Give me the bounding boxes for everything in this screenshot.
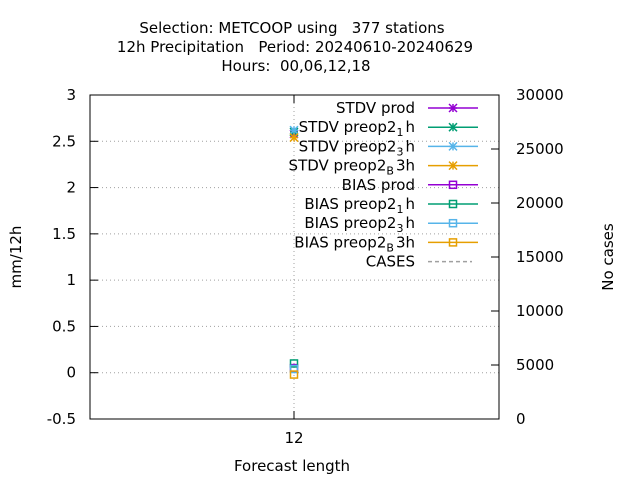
y-tick-label: -0.5 (47, 410, 76, 428)
title-line-1: Selection: METCOOP using 377 stations (139, 19, 444, 37)
legend-item-bias-preop2-3h: BIAS preop23 h (304, 214, 478, 235)
legend-item-stdv-preop2-3h: STDV preop23 h (299, 137, 478, 158)
legend-item-bias-preop2-1h: BIAS preop21 h (304, 195, 478, 216)
legend-label: STDV preop2B 3h (289, 157, 415, 178)
y2-axis-label: No cases (599, 223, 617, 291)
y-tick-label: 0 (66, 364, 76, 382)
chart-title: Selection: METCOOP using 377 stations 12… (117, 19, 473, 75)
legend-item-stdv-preop2-b3h: STDV preop2B 3h (289, 157, 478, 178)
legend-label: STDV preop21 h (299, 118, 415, 139)
legend-item-cases: CASES (366, 253, 472, 271)
legend-label: CASES (366, 253, 415, 271)
y-tick-label: 0.5 (52, 317, 76, 335)
y2-tick-label: 5000 (516, 356, 554, 374)
y-tick-label: 2.5 (52, 132, 76, 150)
point-bias-preop2-3h (289, 364, 299, 374)
legend-item-bias-preop2-b3h: BIAS preop2B 3h (294, 233, 478, 254)
legend-item-stdv-prod: STDV prod (336, 99, 478, 117)
y-tick-label: 1 (66, 271, 76, 289)
legend-item-stdv-preop2-1h: STDV preop21 h (299, 118, 478, 139)
title-line-2: 12h Precipitation Period: 20240610-20240… (117, 38, 473, 56)
legend-item-bias-prod: BIAS prod (342, 176, 478, 194)
legend-label: BIAS prod (342, 176, 415, 194)
y-axis-label: mm/12h (7, 226, 25, 289)
x-tick-label: 12 (284, 429, 303, 447)
legend-label: BIAS preop23 h (304, 214, 415, 235)
y2-tick-label: 20000 (516, 194, 564, 212)
y2-tick-label: 0 (516, 410, 526, 428)
x-axis-label: Forecast length (234, 457, 350, 475)
legend-label: STDV prod (336, 99, 415, 117)
y2-tick-label: 15000 (516, 248, 564, 266)
title-line-3: Hours: 00,06,12,18 (221, 57, 370, 75)
legend-label: BIAS preop2B 3h (294, 233, 415, 254)
y2-axis-ticks: 0 5000 10000 15000 20000 25000 30000 (491, 86, 564, 428)
y-tick-label: 1.5 (52, 225, 76, 243)
point-bias-preop2-1h (289, 359, 299, 368)
y2-tick-label: 25000 (516, 140, 564, 158)
point-stdv-preop2-b3h (289, 133, 299, 143)
legend-label: BIAS preop21 h (304, 195, 415, 216)
y2-tick-label: 30000 (516, 86, 564, 104)
x-axis-ticks: 12 (284, 95, 304, 447)
legend-label: STDV preop23 h (299, 137, 415, 158)
data-points (289, 125, 299, 379)
y-tick-label: 3 (66, 86, 76, 104)
y2-tick-label: 10000 (516, 302, 564, 320)
point-bias-preop2-b3h (289, 370, 299, 379)
y-axis-ticks: -0.5 0 0.5 1 1.5 2 2.5 3 (47, 86, 98, 428)
y-tick-label: 2 (66, 179, 76, 197)
point-stdv-preop2-3h (289, 125, 299, 135)
